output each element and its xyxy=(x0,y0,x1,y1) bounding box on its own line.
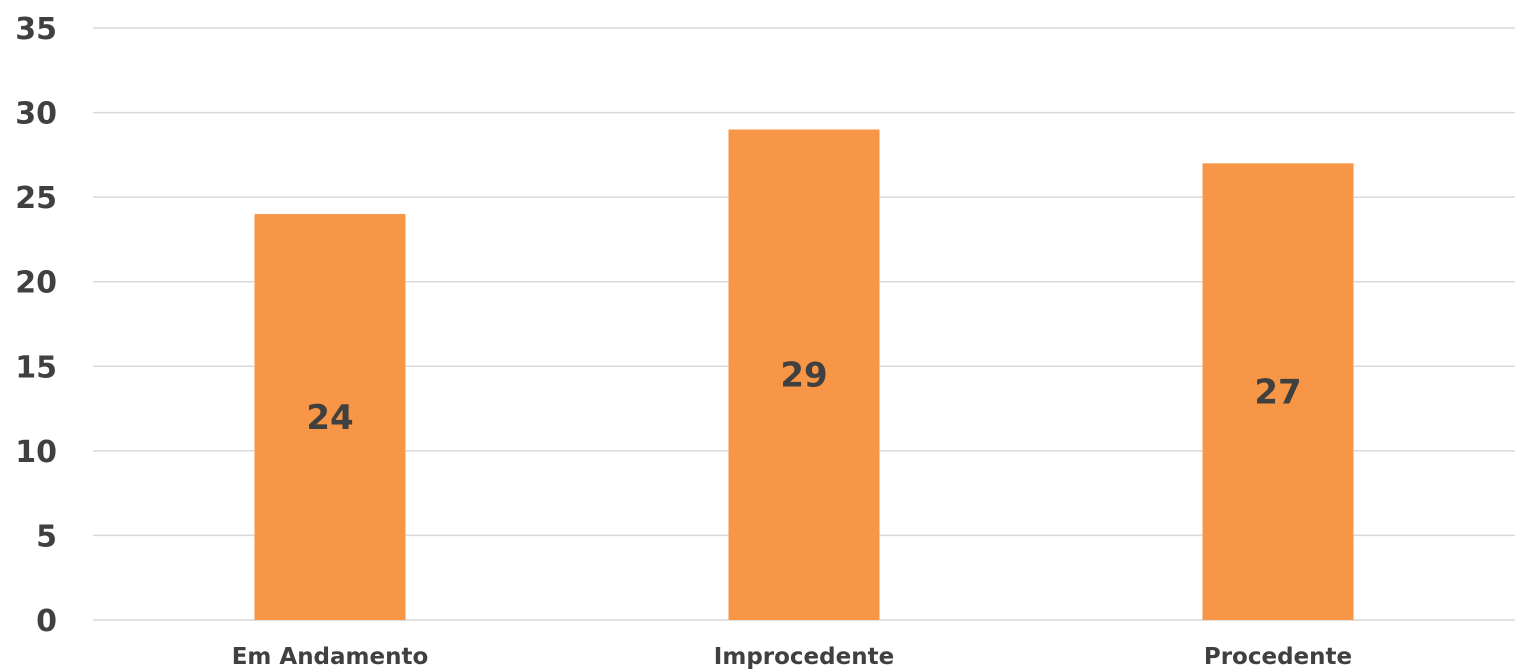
y-tick-label-10: 10 xyxy=(15,435,57,470)
y-tick-label-35: 35 xyxy=(15,12,57,47)
category-label-improcedente: Improcedente xyxy=(714,644,894,670)
bar-em-andamento xyxy=(254,214,406,621)
category-label-em-andamento: Em Andamento xyxy=(232,644,429,670)
x-axis-category-labels: Em Andamento Improcedente Procedente xyxy=(232,644,1352,670)
data-label-improcedente: 29 xyxy=(780,356,827,396)
y-tick-label-0: 0 xyxy=(36,604,57,639)
bars xyxy=(254,129,1354,621)
category-label-procedente: Procedente xyxy=(1204,644,1352,670)
y-tick-label-25: 25 xyxy=(15,181,57,216)
y-tick-label-15: 15 xyxy=(15,350,57,385)
data-label-em-andamento: 24 xyxy=(306,398,353,438)
y-tick-label-5: 5 xyxy=(36,519,57,554)
bar-procedente xyxy=(1202,163,1354,621)
data-labels: 24 29 27 xyxy=(306,356,1301,438)
data-label-procedente: 27 xyxy=(1254,373,1301,413)
y-tick-label-20: 20 xyxy=(15,266,57,301)
y-axis-tick-labels: 0 5 10 15 20 25 30 35 xyxy=(15,12,57,639)
bar-improcedente xyxy=(728,129,880,620)
y-tick-label-30: 30 xyxy=(15,97,57,132)
